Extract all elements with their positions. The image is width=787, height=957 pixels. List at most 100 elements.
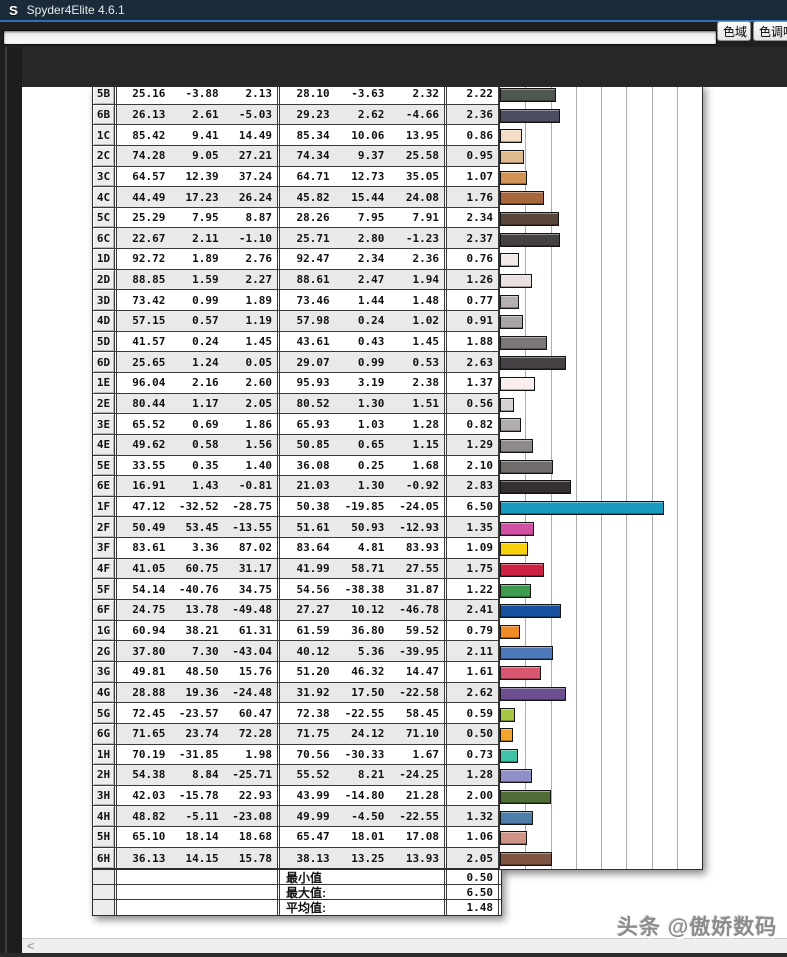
measured-value: 83.64 [296,541,330,555]
patch-id: 6H [93,847,115,869]
target-lab: 71.65 23.74 72.28 [116,723,278,744]
target-value: 60.94 [132,623,166,637]
table-row-3E: 3E 65.52 0.69 1.86 65.93 1.03 1.28 0.82 [93,414,501,435]
summary-spacer [93,870,115,885]
measured-value: -30.33 [344,747,385,761]
delta-e-bar-6B [500,108,560,123]
color-accuracy-report: 5B 25.16 -3.88 2.13 28.10 -3.63 2.32 2.22 6B 26.1… [92,87,703,917]
target-value: 0.57 [192,314,219,328]
target-value: -5.11 [185,809,219,823]
measured-lab: 80.52 1.30 1.51 [279,393,445,414]
measured-value: 72.38 [296,706,330,720]
target-value: -43.04 [232,644,272,658]
measured-value: 4.81 [357,541,385,555]
measured-value: 57.98 [296,314,330,328]
delta-e-bar-1G [500,624,520,639]
target-lab: 80.44 1.17 2.05 [116,393,278,414]
target-value: 24.75 [132,603,166,617]
delta-e-value: 2.11 [446,641,499,661]
measured-value: 1.48 [412,293,440,307]
target-value: 48.50 [185,665,219,679]
measured-value: 25.58 [405,149,440,163]
table-row-1E: 1E 96.04 2.16 2.60 95.93 3.19 2.38 1.37 [93,372,501,394]
table-row-5D: 5D 41.57 0.24 1.45 43.61 0.43 1.45 1.88 [93,331,501,353]
target-lab: 44.49 17.23 26.24 [116,187,278,207]
delta-e-bar-5G [500,707,515,722]
table-row-6F: 6F 24.75 13.78 -49.48 27.27 10.12 -46.78 2.41 [93,600,501,621]
measured-value: 41.99 [296,562,330,576]
target-value: 60.75 [185,562,219,576]
measured-value: -22.55 [344,706,385,720]
delta-e-bar-5B [500,88,557,102]
measured-value: 13.95 [405,128,440,142]
target-value: 65.52 [132,417,166,431]
patch-id: 4C [93,187,115,207]
tab-tone-response[interactable]: 色调响应 [753,21,787,41]
measured-lab: 28.10 -3.63 2.32 [279,87,445,104]
delta-e-bar-2C [500,149,524,164]
delta-e-bar-3C [500,170,528,185]
target-value: 27.21 [238,149,272,163]
measured-value: 59.52 [405,623,440,637]
target-value: 2.61 [192,107,219,121]
content-panel: 5B 25.16 -3.88 2.13 28.10 -3.63 2.32 2.22 6B 26.1… [22,87,787,938]
target-value: 16.91 [132,479,166,493]
table-row-5F: 5F 54.14 -40.76 34.75 54.56 -38.38 31.87 1.22 [93,579,501,601]
measured-value: 61.59 [296,623,330,637]
measured-lab: 83.64 4.81 83.93 [279,538,445,558]
target-value: 36.13 [132,851,166,865]
chart-gridline [550,87,552,869]
measured-value: 31.92 [296,685,330,699]
measured-value: 10.12 [351,603,385,617]
target-lab: 92.72 1.89 2.76 [116,249,278,269]
patch-id: 4E [93,434,115,455]
target-lab: 54.14 -40.76 34.75 [116,579,278,600]
patch-id: 6C [93,228,115,249]
measured-value: 65.47 [296,830,330,844]
target-value: 42.03 [132,789,166,803]
target-value: 60.47 [238,706,272,720]
target-value: -23.57 [178,706,219,720]
target-value: -28.75 [232,500,272,514]
measured-value: -38.38 [344,582,385,596]
patch-id: 5F [93,579,115,600]
delta-e-bar-6E [500,480,572,495]
measured-value: 29.23 [296,107,330,121]
table-row-1G: 1G 60.94 38.21 61.31 61.59 36.80 59.52 0.79 [93,620,501,642]
target-value: 44.49 [132,190,166,204]
target-value: 2.16 [192,376,219,390]
delta-e-value: 2.41 [446,600,499,620]
measured-value: 51.20 [296,665,330,679]
target-value: 0.58 [192,438,219,452]
measured-value: 13.93 [405,851,440,865]
measured-value: 24.08 [405,190,440,204]
target-value: 34.75 [238,582,272,596]
chart-gridline [626,87,628,869]
measured-value: 2.38 [412,376,440,390]
measured-value: 1.30 [357,396,385,410]
target-lab: 85.42 9.41 14.49 [116,125,278,145]
measured-value: 74.34 [296,149,330,163]
delta-e-bar-6G [500,728,513,743]
target-lab: 57.15 0.57 1.19 [116,311,278,331]
delta-e-value: 0.50 [446,723,499,744]
patch-id: 5D [93,331,115,352]
table-row-3C: 3C 64.57 12.39 37.24 64.71 12.73 35.05 1.07 [93,166,501,188]
tab-gamut[interactable]: 色域 [717,21,751,41]
measured-value: 15.44 [351,190,385,204]
table-row-1D: 1D 92.72 1.89 2.76 92.47 2.34 2.36 0.76 [93,249,501,270]
summary-spacer [93,885,115,900]
delta-e-value: 1.07 [446,166,499,187]
target-lab: 60.94 38.21 61.31 [116,620,278,641]
measured-value: 8.21 [357,768,385,782]
measured-lab: 57.98 0.24 1.02 [279,311,445,331]
patch-id: 2D [93,269,115,290]
measured-value: 1.30 [357,479,385,493]
target-value: 0.05 [245,355,272,369]
delta-e-value: 1.37 [446,372,499,393]
measured-lab: 70.56 -30.33 1.67 [279,744,445,765]
measured-lab: 55.52 8.21 -24.25 [279,765,445,785]
measured-value: 25.71 [296,231,330,245]
scroll-left-arrow-icon[interactable]: < [27,939,35,953]
delta-e-value: 2.22 [446,87,499,104]
